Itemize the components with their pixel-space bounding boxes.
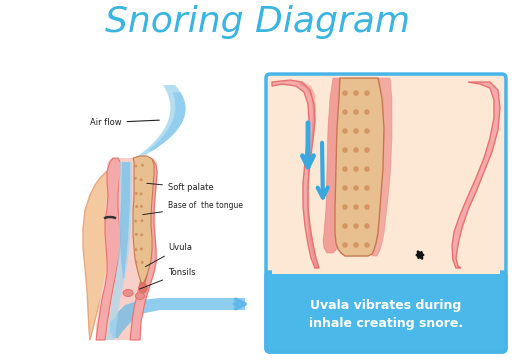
Circle shape <box>353 223 359 229</box>
Circle shape <box>364 204 370 210</box>
Polygon shape <box>135 85 186 158</box>
Polygon shape <box>138 160 156 192</box>
Polygon shape <box>130 158 157 340</box>
Circle shape <box>135 205 138 208</box>
Ellipse shape <box>139 283 147 293</box>
Circle shape <box>140 178 143 181</box>
Text: Air flow: Air flow <box>90 118 159 127</box>
Ellipse shape <box>135 293 145 300</box>
Polygon shape <box>272 80 319 268</box>
Circle shape <box>342 90 348 96</box>
Polygon shape <box>452 82 500 268</box>
Circle shape <box>134 177 137 180</box>
Circle shape <box>342 109 348 115</box>
Text: Tonsils: Tonsils <box>140 268 195 289</box>
Circle shape <box>353 242 359 248</box>
Circle shape <box>364 109 370 115</box>
Circle shape <box>353 90 359 96</box>
Text: Uvala vibrates during
inhale creating snore.: Uvala vibrates during inhale creating sn… <box>309 298 463 329</box>
Circle shape <box>342 185 348 191</box>
Bar <box>272 80 500 276</box>
Circle shape <box>353 128 359 134</box>
Text: Base of  the tongue: Base of the tongue <box>143 201 243 215</box>
Circle shape <box>135 261 138 264</box>
Circle shape <box>353 166 359 172</box>
Circle shape <box>342 128 348 134</box>
Circle shape <box>342 166 348 172</box>
Polygon shape <box>133 156 154 284</box>
FancyBboxPatch shape <box>266 272 506 352</box>
Circle shape <box>141 261 144 264</box>
Polygon shape <box>148 93 186 151</box>
Circle shape <box>134 248 138 251</box>
Circle shape <box>353 204 359 210</box>
Circle shape <box>353 109 359 115</box>
Circle shape <box>342 204 348 210</box>
Polygon shape <box>372 78 392 256</box>
Circle shape <box>364 128 370 134</box>
Polygon shape <box>120 162 130 278</box>
Polygon shape <box>335 78 384 256</box>
Circle shape <box>134 165 138 167</box>
Circle shape <box>364 90 370 96</box>
Text: Soft palate: Soft palate <box>147 183 214 192</box>
Polygon shape <box>298 82 319 268</box>
Circle shape <box>364 223 370 229</box>
Polygon shape <box>323 78 340 253</box>
Circle shape <box>342 147 348 153</box>
Circle shape <box>364 185 370 191</box>
Circle shape <box>135 192 138 195</box>
Text: Snoring Diagram: Snoring Diagram <box>105 5 410 39</box>
Circle shape <box>140 248 143 251</box>
Circle shape <box>141 164 144 167</box>
Circle shape <box>342 223 348 229</box>
Circle shape <box>140 193 143 195</box>
Polygon shape <box>83 164 153 340</box>
Circle shape <box>364 166 370 172</box>
Circle shape <box>135 233 138 236</box>
FancyBboxPatch shape <box>266 74 506 352</box>
Circle shape <box>342 242 348 248</box>
Ellipse shape <box>123 289 133 297</box>
Polygon shape <box>110 298 245 338</box>
Polygon shape <box>141 275 147 285</box>
Circle shape <box>140 233 143 236</box>
Polygon shape <box>96 158 120 340</box>
Circle shape <box>353 185 359 191</box>
Circle shape <box>364 147 370 153</box>
Polygon shape <box>106 162 132 340</box>
Circle shape <box>134 220 137 222</box>
Text: Uvula: Uvula <box>145 243 192 267</box>
Circle shape <box>141 219 143 222</box>
Circle shape <box>364 242 370 248</box>
Circle shape <box>353 147 359 153</box>
Polygon shape <box>96 158 158 340</box>
Bar <box>272 80 500 274</box>
Circle shape <box>140 205 143 208</box>
